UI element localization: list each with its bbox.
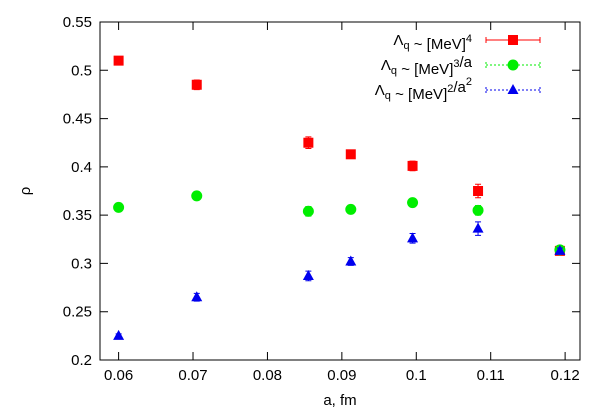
- y-tick-label: 0.2: [71, 352, 92, 369]
- marker-triangle: [113, 329, 125, 340]
- y-tick-label: 0.35: [63, 207, 92, 224]
- marker-triangle: [407, 232, 419, 243]
- marker-triangle: [191, 291, 203, 302]
- y-tick-label: 0.5: [71, 62, 92, 79]
- marker-circle: [191, 190, 203, 202]
- marker-triangle: [302, 269, 314, 280]
- marker-circle: [302, 205, 314, 217]
- x-tick-label: 0.08: [253, 367, 282, 384]
- marker-square: [508, 35, 518, 45]
- x-tick-label: 0.11: [477, 367, 505, 384]
- y-axis-label: ρ: [17, 187, 34, 196]
- marker-triangle: [345, 255, 357, 266]
- x-tick-label: 0.12: [551, 367, 580, 384]
- marker-triangle: [554, 244, 566, 255]
- y-tick-label: 0.55: [63, 14, 92, 31]
- marker-square: [303, 137, 314, 148]
- marker-circle: [113, 201, 125, 213]
- legend-label: Λq ~ [MeV]2/a2: [375, 76, 472, 103]
- marker-square: [407, 160, 418, 171]
- plot-frame: [99, 21, 581, 361]
- y-tick-label: 0.4: [71, 159, 92, 176]
- legend-line: [485, 87, 541, 93]
- x-tick-label: 0.1: [406, 367, 427, 384]
- x-tick-label: 0.06: [104, 367, 133, 384]
- y-tick-label: 0.45: [63, 111, 92, 128]
- x-tick-label: 0.09: [327, 367, 356, 384]
- legend-label: Λq ~ [MeV]4: [393, 32, 472, 53]
- legend-line: [485, 62, 541, 68]
- marker-circle: [407, 197, 419, 209]
- x-tick-label: 0.07: [178, 367, 207, 384]
- marker-circle: [345, 203, 357, 215]
- marker-triangle: [507, 84, 519, 94]
- marker-circle: [472, 204, 484, 216]
- legend-label: Λq ~ [MeV]3/a: [381, 54, 473, 78]
- x-axis-label: a, fm: [323, 392, 356, 409]
- marker-circle: [507, 59, 519, 71]
- marker-square: [473, 186, 484, 196]
- marker-square: [191, 79, 202, 90]
- y-tick-label: 0.3: [71, 255, 92, 272]
- marker-square: [345, 149, 356, 160]
- marker-square: [113, 55, 124, 66]
- y-tick-label: 0.25: [63, 304, 92, 321]
- marker-triangle: [472, 222, 484, 233]
